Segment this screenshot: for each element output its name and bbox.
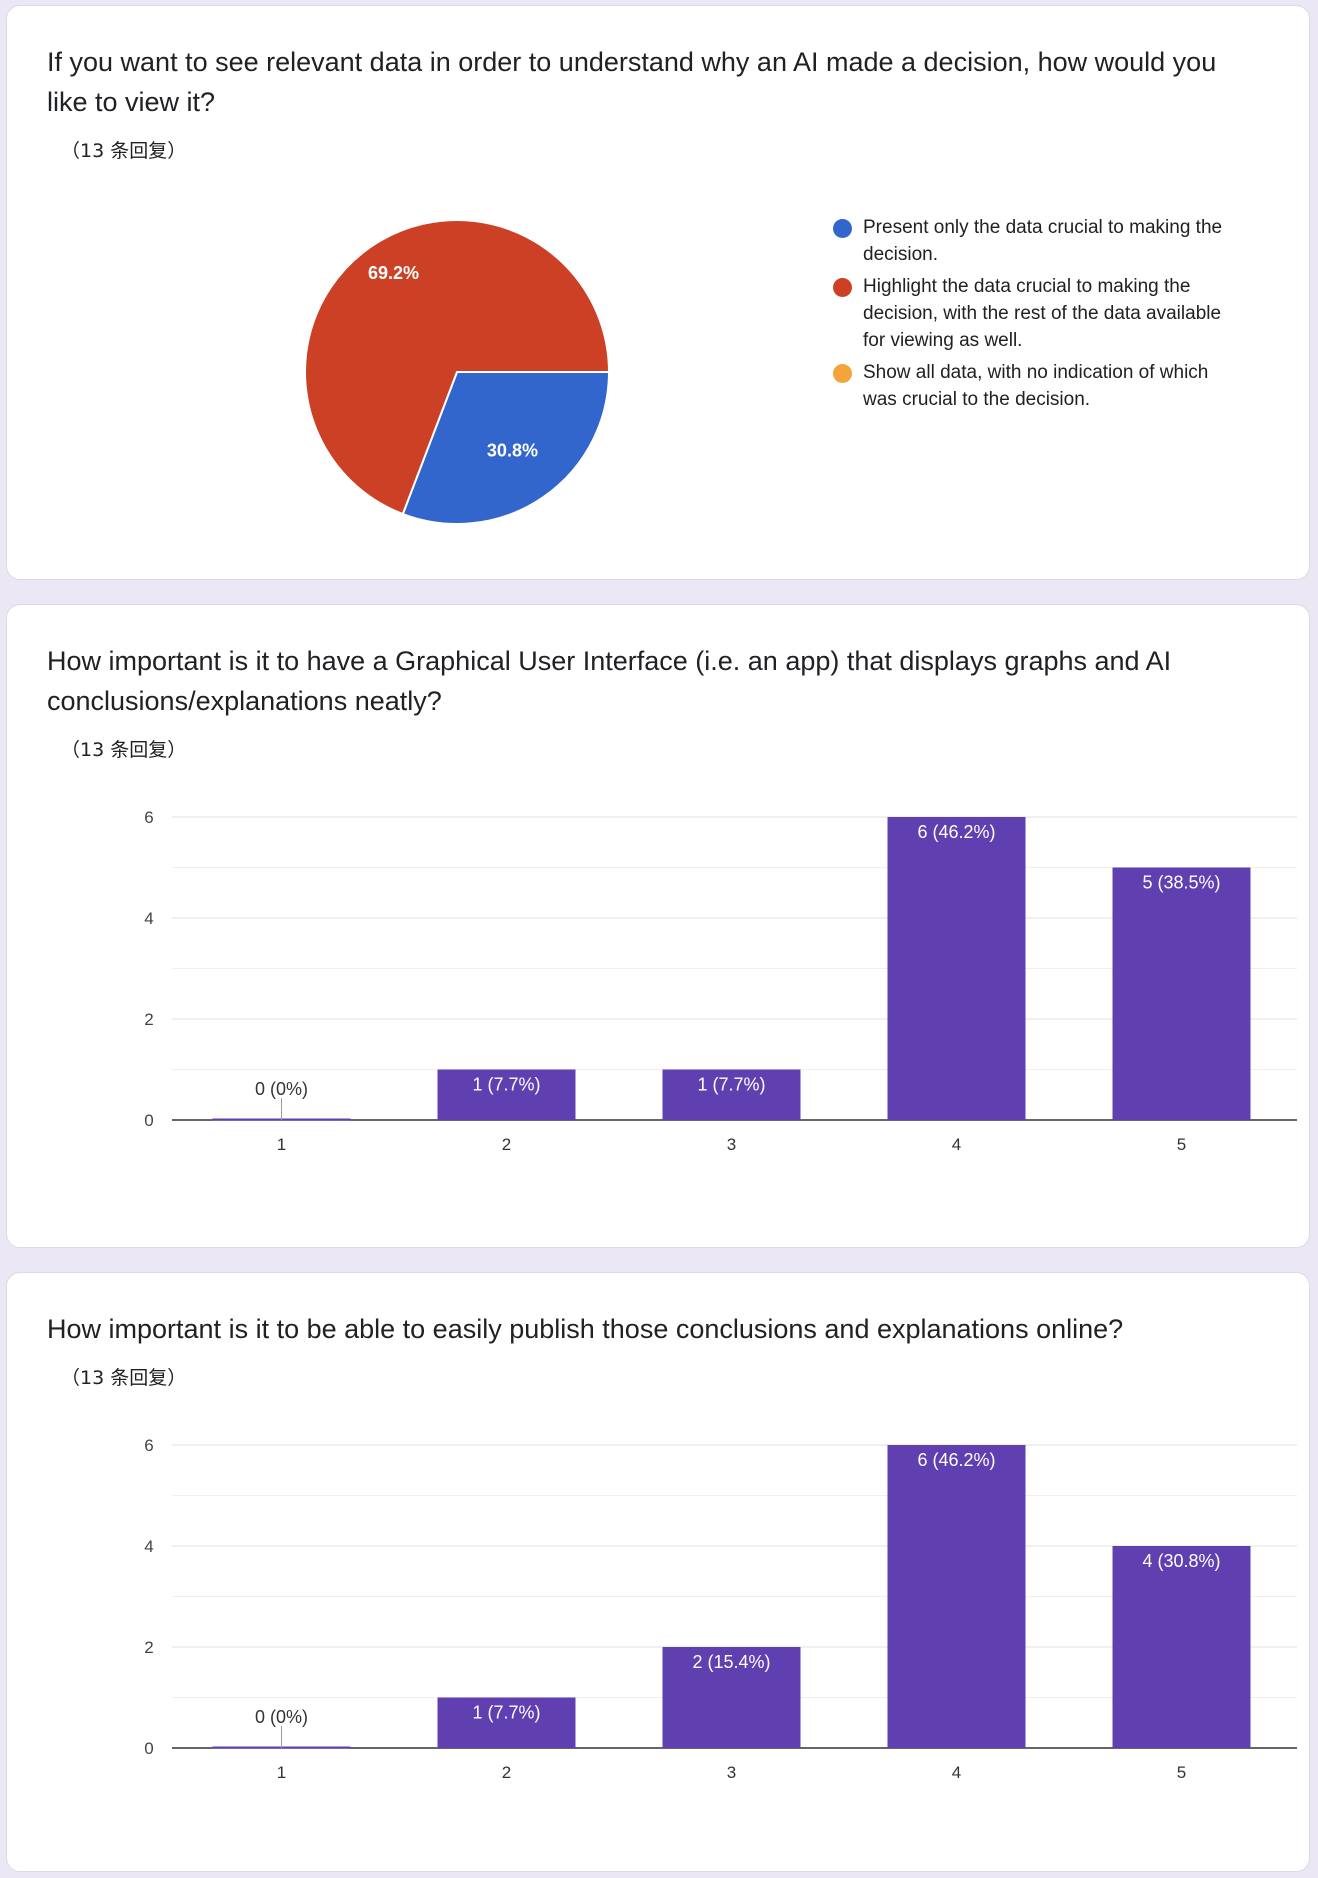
pie-legend: Present only the data crucial to making … <box>833 214 1233 418</box>
y-tick-label: 2 <box>144 1638 153 1657</box>
y-tick-label: 6 <box>144 1436 153 1455</box>
y-tick-label: 0 <box>144 1111 153 1130</box>
bar[interactable] <box>437 1697 576 1749</box>
x-tick-label: 4 <box>952 1763 961 1782</box>
bar-value-label: 5 (38.5%) <box>1142 873 1220 893</box>
bar[interactable] <box>662 1647 801 1748</box>
x-tick-label: 1 <box>277 1763 286 1782</box>
bar[interactable] <box>1112 867 1251 1121</box>
bar-value-label: 2 (15.4%) <box>692 1652 770 1672</box>
y-tick-label: 2 <box>144 1010 153 1029</box>
bar-chart: 0 2 4 6 0 (0%) 1 1 (7.7%) 2 2 (15.4%) 3 6 (46.2%) 4… <box>144 1436 1297 1782</box>
legend-label: Present only the data crucial to making … <box>863 217 1223 265</box>
bar[interactable] <box>437 1069 576 1121</box>
legend-item[interactable]: Highlight the data crucial to making the… <box>833 273 1233 354</box>
legend-swatch-icon <box>833 364 852 383</box>
x-tick-label: 5 <box>1177 1763 1186 1782</box>
legend-label: Highlight the data crucial to making the… <box>863 276 1222 351</box>
x-tick-label: 1 <box>277 1135 286 1154</box>
bar-value-label: 1 (7.7%) <box>697 1075 765 1095</box>
bar-value-label: 6 (46.2%) <box>917 822 995 842</box>
pie-slice[interactable] <box>401 371 611 525</box>
x-tick-label: 4 <box>952 1135 961 1154</box>
response-count: （13 条回复） <box>61 1367 187 1389</box>
bar[interactable] <box>662 1069 801 1121</box>
x-tick-label: 5 <box>1177 1135 1186 1154</box>
slice-value-label: 69.2% <box>368 263 419 283</box>
bar[interactable] <box>887 1445 1026 1748</box>
legend-swatch-icon <box>833 278 852 297</box>
legend-swatch-icon <box>833 219 852 238</box>
legend-item[interactable]: Present only the data crucial to making … <box>833 214 1233 268</box>
bar-chart: 0 2 4 6 0 (0%) 1 1 (7.7%) 2 1 (7.7%) 3 6 (46.2%) 4 5… <box>144 808 1297 1154</box>
bar-value-label: 0 (0%) <box>255 1079 308 1099</box>
pie-chart: 30.8% 69.2% <box>304 219 611 525</box>
bar-value-label: 1 (7.7%) <box>472 1075 540 1095</box>
question-title: How important is it to be able to easily… <box>47 1314 1124 1344</box>
slice-value-label: 30.8% <box>487 440 538 460</box>
question-card-2: How important is it to have a Graphical … <box>6 604 1310 1248</box>
x-tick-label: 3 <box>727 1763 736 1782</box>
bar[interactable] <box>887 817 1026 1120</box>
bar[interactable] <box>1112 1546 1251 1748</box>
legend-item[interactable]: Show all data, with no indication of whi… <box>833 359 1233 413</box>
pie-slice[interactable] <box>304 219 611 516</box>
question-card-1: If you want to see relevant data in orde… <box>6 5 1310 580</box>
x-tick-label: 2 <box>502 1135 511 1154</box>
bar-value-label: 1 (7.7%) <box>472 1703 540 1723</box>
question-card-3: How important is it to be able to easily… <box>6 1272 1310 1872</box>
y-tick-label: 4 <box>144 1537 153 1556</box>
y-tick-label: 6 <box>144 808 153 827</box>
x-tick-label: 3 <box>727 1135 736 1154</box>
bar-value-label: 6 (46.2%) <box>917 1450 995 1470</box>
legend-label: Show all data, with no indication of whi… <box>863 362 1209 410</box>
bar-value-label: 0 (0%) <box>255 1707 308 1727</box>
y-tick-label: 0 <box>144 1739 153 1758</box>
response-count: （13 条回复） <box>61 140 187 162</box>
bar-value-label: 4 (30.8%) <box>1142 1551 1220 1571</box>
y-tick-label: 4 <box>144 909 153 928</box>
question-title: If you want to see relevant data in orde… <box>47 47 1217 117</box>
x-tick-label: 2 <box>502 1763 511 1782</box>
response-count: （13 条回复） <box>61 739 187 761</box>
question-title: How important is it to have a Graphical … <box>47 646 1172 716</box>
